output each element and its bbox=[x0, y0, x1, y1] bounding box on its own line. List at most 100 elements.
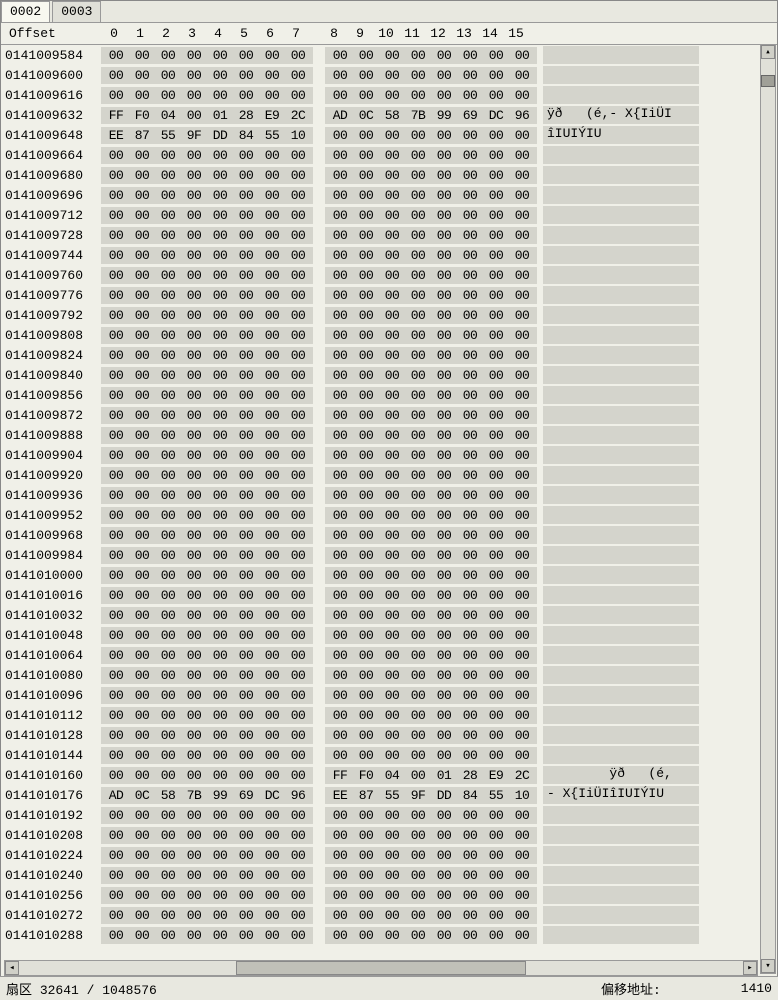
hex-byte[interactable]: 00 bbox=[103, 428, 129, 443]
hex-byte[interactable]: 00 bbox=[155, 668, 181, 683]
hex-byte[interactable]: 00 bbox=[259, 808, 285, 823]
hex-byte[interactable]: 00 bbox=[155, 888, 181, 903]
hex-byte[interactable]: 00 bbox=[155, 908, 181, 923]
hex-byte[interactable]: 00 bbox=[483, 648, 509, 663]
hex-byte[interactable]: 00 bbox=[327, 388, 353, 403]
hex-byte[interactable]: 00 bbox=[327, 848, 353, 863]
hex-byte[interactable]: 00 bbox=[103, 168, 129, 183]
hex-row[interactable]: 0141010176AD0C587B9969DC96EE87559FDD8455… bbox=[1, 785, 777, 805]
hex-byte[interactable]: 00 bbox=[285, 488, 311, 503]
hex-byte[interactable]: EE bbox=[327, 788, 353, 803]
hex-byte[interactable]: 00 bbox=[379, 528, 405, 543]
hex-byte[interactable]: 00 bbox=[181, 48, 207, 63]
hex-byte[interactable]: 00 bbox=[129, 328, 155, 343]
hex-byte[interactable]: 00 bbox=[405, 848, 431, 863]
hex-byte[interactable]: 00 bbox=[285, 48, 311, 63]
hex-byte[interactable]: 00 bbox=[207, 308, 233, 323]
hex-row[interactable]: 0141009712000000000000000000000000000000… bbox=[1, 205, 777, 225]
hex-byte[interactable]: 00 bbox=[379, 268, 405, 283]
hex-byte[interactable]: 00 bbox=[431, 488, 457, 503]
hex-byte[interactable]: FF bbox=[103, 108, 129, 123]
hex-byte[interactable]: 00 bbox=[155, 268, 181, 283]
hex-byte[interactable]: 00 bbox=[405, 668, 431, 683]
hex-byte[interactable]: 00 bbox=[405, 708, 431, 723]
hex-byte[interactable]: 00 bbox=[207, 888, 233, 903]
hex-byte[interactable]: 00 bbox=[181, 588, 207, 603]
hex-byte[interactable]: 00 bbox=[233, 408, 259, 423]
hex-byte[interactable]: 00 bbox=[431, 148, 457, 163]
hex-byte[interactable]: 00 bbox=[327, 48, 353, 63]
hex-byte[interactable]: 00 bbox=[155, 628, 181, 643]
hex-byte[interactable]: 00 bbox=[233, 708, 259, 723]
hex-byte[interactable]: 00 bbox=[129, 308, 155, 323]
hex-byte[interactable]: 00 bbox=[353, 668, 379, 683]
hex-byte[interactable]: 00 bbox=[483, 148, 509, 163]
hex-byte[interactable]: 00 bbox=[353, 528, 379, 543]
hex-byte[interactable]: 7B bbox=[405, 108, 431, 123]
hex-byte[interactable]: 00 bbox=[509, 748, 535, 763]
hex-byte[interactable]: 00 bbox=[379, 568, 405, 583]
hex-byte[interactable]: 00 bbox=[259, 388, 285, 403]
hex-row[interactable]: 01410101600000000000000000FFF004000128E9… bbox=[1, 765, 777, 785]
hex-byte[interactable]: 55 bbox=[379, 788, 405, 803]
hex-byte[interactable]: 00 bbox=[103, 768, 129, 783]
hex-byte[interactable]: 00 bbox=[353, 808, 379, 823]
hex-byte[interactable]: 00 bbox=[181, 688, 207, 703]
hex-byte[interactable]: 00 bbox=[379, 888, 405, 903]
hex-byte[interactable]: 00 bbox=[483, 208, 509, 223]
hex-row[interactable]: 0141009936000000000000000000000000000000… bbox=[1, 485, 777, 505]
hex-byte[interactable]: 00 bbox=[285, 68, 311, 83]
hex-byte[interactable]: 00 bbox=[155, 248, 181, 263]
hex-byte[interactable]: 00 bbox=[327, 268, 353, 283]
hex-byte[interactable]: 00 bbox=[129, 648, 155, 663]
hex-byte[interactable]: 00 bbox=[431, 608, 457, 623]
hex-byte[interactable]: 00 bbox=[181, 908, 207, 923]
hex-byte[interactable]: 00 bbox=[259, 88, 285, 103]
hex-byte[interactable]: 84 bbox=[233, 128, 259, 143]
hex-byte[interactable]: 00 bbox=[233, 928, 259, 943]
hex-byte[interactable]: 00 bbox=[379, 368, 405, 383]
hex-row[interactable]: 0141010080000000000000000000000000000000… bbox=[1, 665, 777, 685]
hex-byte[interactable]: 00 bbox=[207, 148, 233, 163]
hex-byte[interactable]: 00 bbox=[181, 628, 207, 643]
hex-byte[interactable]: 00 bbox=[405, 728, 431, 743]
hex-byte[interactable]: 00 bbox=[405, 348, 431, 363]
hex-byte[interactable]: 00 bbox=[431, 228, 457, 243]
hex-byte[interactable]: 00 bbox=[207, 408, 233, 423]
hex-byte[interactable]: 00 bbox=[379, 608, 405, 623]
hex-byte[interactable]: 00 bbox=[509, 708, 535, 723]
hex-byte[interactable]: 00 bbox=[457, 348, 483, 363]
vertical-scrollbar[interactable]: ▴ ▾ bbox=[760, 44, 776, 974]
hex-byte[interactable]: 00 bbox=[509, 548, 535, 563]
hex-byte[interactable]: 00 bbox=[181, 408, 207, 423]
hex-byte[interactable]: 00 bbox=[103, 888, 129, 903]
hex-byte[interactable]: 00 bbox=[509, 48, 535, 63]
hex-byte[interactable]: 00 bbox=[457, 668, 483, 683]
hex-byte[interactable]: 00 bbox=[155, 688, 181, 703]
hex-byte[interactable]: 00 bbox=[405, 48, 431, 63]
hex-byte[interactable]: 00 bbox=[483, 348, 509, 363]
hex-byte[interactable]: 00 bbox=[181, 668, 207, 683]
hex-byte[interactable]: 00 bbox=[327, 608, 353, 623]
hex-row[interactable]: 0141010272000000000000000000000000000000… bbox=[1, 905, 777, 925]
hex-byte[interactable]: 00 bbox=[431, 188, 457, 203]
hex-byte[interactable]: 00 bbox=[405, 228, 431, 243]
hex-byte[interactable]: 00 bbox=[103, 388, 129, 403]
hex-byte[interactable]: 00 bbox=[259, 488, 285, 503]
hex-byte[interactable]: 00 bbox=[405, 628, 431, 643]
hex-byte[interactable]: 00 bbox=[457, 628, 483, 643]
hex-row[interactable]: 0141009760000000000000000000000000000000… bbox=[1, 265, 777, 285]
hex-byte[interactable]: 00 bbox=[181, 928, 207, 943]
hex-byte[interactable]: 00 bbox=[233, 888, 259, 903]
hex-byte[interactable]: 00 bbox=[181, 868, 207, 883]
hex-row[interactable]: 0141010112000000000000000000000000000000… bbox=[1, 705, 777, 725]
hex-byte[interactable]: 00 bbox=[155, 288, 181, 303]
hex-byte[interactable]: 00 bbox=[233, 628, 259, 643]
hex-byte[interactable]: 00 bbox=[207, 628, 233, 643]
hex-byte[interactable]: 00 bbox=[509, 188, 535, 203]
hex-byte[interactable]: 00 bbox=[353, 548, 379, 563]
hex-byte[interactable]: 00 bbox=[509, 128, 535, 143]
hex-byte[interactable]: 00 bbox=[207, 88, 233, 103]
hex-byte[interactable]: 00 bbox=[181, 748, 207, 763]
hex-byte[interactable]: 00 bbox=[483, 68, 509, 83]
